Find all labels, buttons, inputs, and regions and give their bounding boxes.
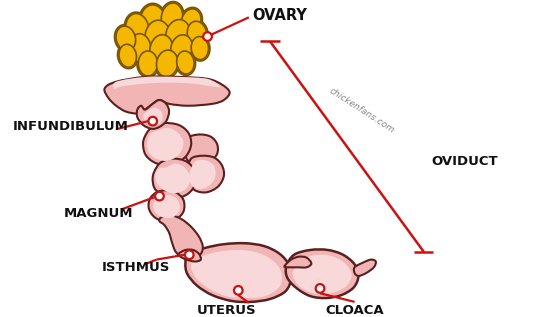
Ellipse shape bbox=[124, 12, 150, 46]
PathPatch shape bbox=[179, 249, 201, 262]
Ellipse shape bbox=[137, 49, 159, 77]
Ellipse shape bbox=[180, 7, 202, 35]
Ellipse shape bbox=[130, 34, 151, 62]
Circle shape bbox=[203, 32, 212, 41]
PathPatch shape bbox=[187, 156, 224, 192]
PathPatch shape bbox=[104, 76, 230, 113]
PathPatch shape bbox=[153, 195, 180, 218]
Circle shape bbox=[316, 284, 325, 293]
Ellipse shape bbox=[143, 19, 171, 54]
Text: chickenfans.com: chickenfans.com bbox=[328, 86, 397, 135]
Circle shape bbox=[155, 192, 164, 200]
Ellipse shape bbox=[169, 33, 194, 63]
PathPatch shape bbox=[191, 250, 282, 298]
Ellipse shape bbox=[148, 33, 174, 67]
Ellipse shape bbox=[156, 50, 178, 77]
PathPatch shape bbox=[186, 243, 292, 302]
Ellipse shape bbox=[128, 32, 152, 64]
Ellipse shape bbox=[166, 20, 190, 48]
Text: CLOACA: CLOACA bbox=[325, 304, 384, 317]
Ellipse shape bbox=[116, 26, 136, 51]
Ellipse shape bbox=[160, 2, 184, 33]
Ellipse shape bbox=[150, 35, 173, 65]
Ellipse shape bbox=[155, 49, 179, 78]
Ellipse shape bbox=[145, 20, 170, 53]
Ellipse shape bbox=[175, 49, 196, 75]
Ellipse shape bbox=[186, 20, 208, 48]
PathPatch shape bbox=[148, 191, 184, 221]
Ellipse shape bbox=[191, 36, 208, 60]
PathPatch shape bbox=[155, 164, 190, 193]
PathPatch shape bbox=[113, 76, 220, 90]
Ellipse shape bbox=[117, 43, 138, 69]
PathPatch shape bbox=[285, 256, 312, 268]
Ellipse shape bbox=[181, 9, 201, 34]
PathPatch shape bbox=[147, 128, 183, 161]
PathPatch shape bbox=[159, 215, 203, 258]
Ellipse shape bbox=[161, 3, 183, 32]
Text: ISTHMUS: ISTHMUS bbox=[102, 261, 170, 274]
Text: OVIDUCT: OVIDUCT bbox=[432, 155, 498, 168]
PathPatch shape bbox=[184, 134, 218, 165]
PathPatch shape bbox=[153, 158, 196, 198]
PathPatch shape bbox=[286, 249, 359, 298]
Ellipse shape bbox=[187, 21, 207, 46]
Text: OVARY: OVARY bbox=[253, 8, 308, 23]
PathPatch shape bbox=[143, 108, 163, 126]
Ellipse shape bbox=[140, 5, 165, 37]
PathPatch shape bbox=[143, 123, 191, 165]
Text: UTERUS: UTERUS bbox=[197, 304, 256, 317]
Text: INFUNDIBULUM: INFUNDIBULUM bbox=[12, 120, 128, 133]
Ellipse shape bbox=[119, 44, 136, 67]
Ellipse shape bbox=[138, 51, 157, 76]
Ellipse shape bbox=[126, 14, 149, 44]
Ellipse shape bbox=[190, 35, 210, 61]
Circle shape bbox=[185, 250, 194, 259]
Ellipse shape bbox=[115, 25, 137, 52]
PathPatch shape bbox=[137, 100, 169, 129]
Circle shape bbox=[234, 286, 242, 295]
PathPatch shape bbox=[293, 255, 352, 294]
Ellipse shape bbox=[177, 51, 194, 74]
Ellipse shape bbox=[171, 35, 193, 61]
Ellipse shape bbox=[139, 3, 167, 39]
Ellipse shape bbox=[164, 18, 191, 49]
PathPatch shape bbox=[189, 160, 216, 190]
PathPatch shape bbox=[354, 260, 376, 276]
Circle shape bbox=[148, 117, 157, 126]
Text: MAGNUM: MAGNUM bbox=[63, 207, 133, 220]
